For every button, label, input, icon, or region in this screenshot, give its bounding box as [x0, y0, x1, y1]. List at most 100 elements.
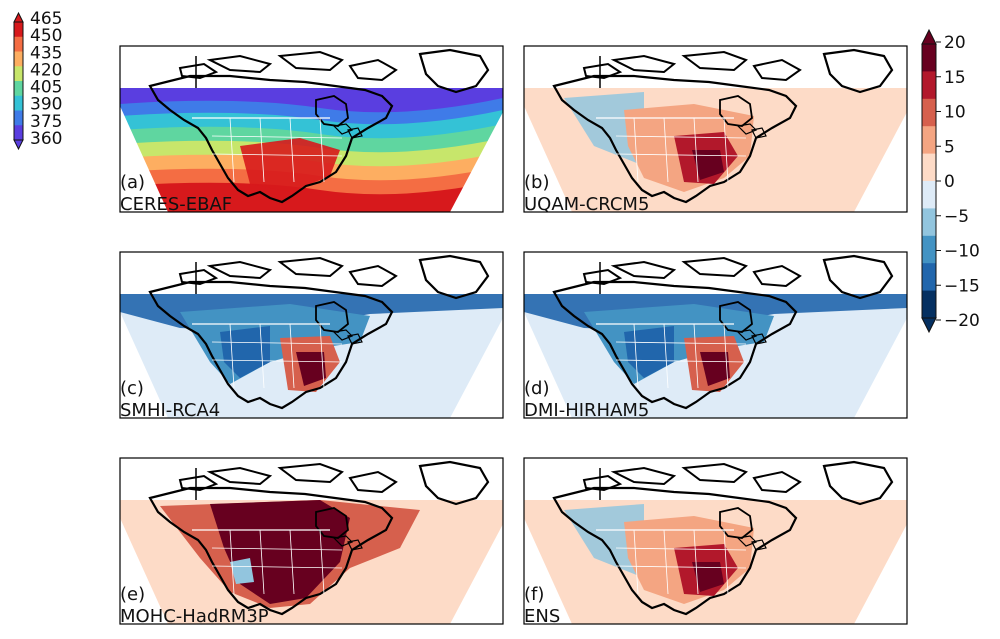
state-line	[319, 117, 325, 183]
colorbar-tick-label: 360	[30, 129, 62, 149]
colorbar-swatch	[922, 235, 936, 264]
colorbar-arrow-top	[13, 11, 24, 23]
coastline-island	[681, 462, 748, 484]
coastline-island	[681, 50, 748, 72]
coastline-island	[610, 466, 677, 486]
colorbar-swatch	[922, 126, 936, 155]
colorbar-difference: 20 15 10 5 0 −5 −10 −15 −20	[921, 28, 980, 334]
colorbar-tick-label: 405	[30, 78, 62, 98]
coastline-lake	[332, 329, 354, 341]
colorbar-tick-label: 0	[944, 172, 955, 192]
colorbar-tick-label: −10	[944, 242, 980, 262]
state-line	[211, 153, 343, 157]
coastline-hudson-bay	[719, 301, 753, 333]
coastline-hudson-bay	[719, 95, 753, 127]
coastline-island	[277, 462, 344, 484]
state-line	[615, 359, 747, 363]
panel-frame	[523, 457, 908, 625]
state-line	[229, 529, 235, 595]
field-hot-core	[700, 352, 730, 386]
colorbar-tick-label: 465	[30, 9, 62, 29]
colorbar-swatch	[922, 181, 936, 209]
panel-model-label: MOHC-HadRM3P	[120, 606, 269, 627]
coastline-hudson-bay	[315, 301, 349, 333]
colorbar-swatch	[922, 290, 936, 319]
coastline-lake	[751, 539, 767, 551]
field-hot-core	[692, 150, 724, 180]
state-line	[693, 117, 699, 183]
panel-tag: (c)	[120, 378, 144, 399]
colorbar-swatch	[14, 81, 23, 97]
coastline-island	[348, 264, 398, 288]
panel-frame	[523, 251, 908, 419]
coastline-lake	[332, 535, 354, 547]
field-hotspot	[240, 138, 340, 192]
coastline-greenland	[418, 460, 490, 506]
coastline-lake	[347, 333, 363, 345]
colorbar-swatch	[922, 71, 936, 100]
state-line	[259, 529, 265, 595]
coastline-greenland	[418, 254, 490, 300]
state-line	[633, 323, 639, 389]
panel-tag: (d)	[524, 378, 549, 399]
state-line	[615, 135, 747, 139]
colorbar-tick-label: −15	[944, 276, 980, 296]
coastline-greenland	[822, 48, 894, 94]
panel-frame	[119, 457, 504, 625]
panel-model-label: DMI-HIRHAM5	[524, 400, 649, 421]
coastline-lake	[347, 127, 363, 139]
colorbar-tick-label: 375	[30, 112, 62, 132]
panel-tag: (e)	[120, 584, 145, 605]
colorbar-swatch	[922, 208, 936, 237]
colorbar-tick-label: 15	[944, 68, 966, 88]
state-line	[289, 323, 295, 389]
colorbar-tick-label: 435	[30, 43, 62, 63]
panel-frame	[119, 251, 504, 419]
colorbar-swatch	[14, 51, 23, 67]
colorbar-swatch	[922, 98, 936, 127]
panel-tag: (f)	[524, 584, 544, 605]
state-line	[723, 323, 729, 389]
colorbar-tick-label: 420	[30, 60, 62, 80]
coastline-hudson-bay	[719, 507, 753, 539]
coastline-island	[752, 264, 802, 288]
map-panel-c: (c)SMHI-RCA4	[119, 251, 504, 421]
field-contour-band	[120, 180, 503, 212]
colorbar-tick-label: −20	[944, 311, 980, 331]
colorbar-swatch	[14, 22, 23, 38]
map-panel-e: (e)MOHC-HadRM3P	[119, 457, 504, 627]
colorbar-swatch	[922, 153, 936, 182]
coastline-lake	[332, 123, 354, 135]
coastline-lake	[736, 329, 758, 341]
state-line	[723, 117, 729, 183]
coastline-island	[752, 470, 802, 494]
state-line	[319, 529, 325, 595]
panel-tag: (a)	[120, 172, 145, 193]
colorbar-swatch	[922, 263, 936, 292]
panel-frame	[119, 45, 504, 213]
coastline-hudson-bay	[315, 95, 349, 127]
coastline-lake	[751, 333, 767, 345]
colorbar-tick-label: 390	[30, 95, 62, 115]
state-line	[211, 135, 343, 139]
colorbar-tick-label: −5	[944, 207, 969, 227]
field-hot-core	[692, 562, 724, 592]
colorbar-arrow-top	[921, 28, 937, 45]
state-line	[229, 323, 235, 389]
map-panel-d: (d)DMI-HIRHAM5	[523, 251, 908, 421]
coastline-north-america	[552, 280, 798, 410]
panel-tag: (b)	[524, 172, 549, 193]
colorbar-tick-label: 5	[944, 137, 955, 157]
coastline-island	[348, 58, 398, 82]
coastline-island	[277, 256, 344, 278]
map-panel-f: (f)ENS	[523, 457, 908, 627]
coastline-island	[277, 50, 344, 72]
colorbar-swatch	[14, 36, 23, 52]
field-cool-patch	[230, 558, 254, 584]
coastline-island	[206, 466, 273, 486]
state-line	[663, 323, 669, 389]
coastline-island	[681, 256, 748, 278]
state-line	[693, 323, 699, 389]
colorbar-swatch	[922, 44, 936, 72]
